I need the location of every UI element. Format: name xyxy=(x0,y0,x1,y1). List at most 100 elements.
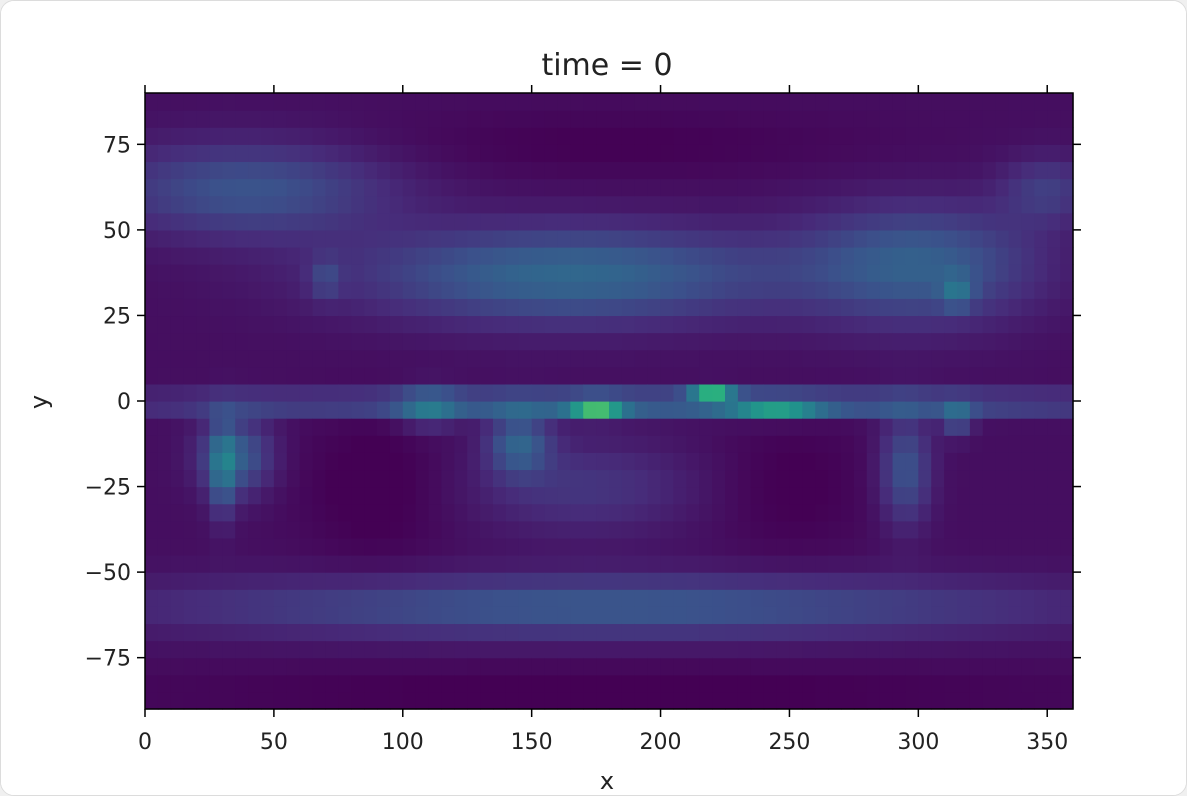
heatmap-cell xyxy=(157,520,172,539)
heatmap-cell xyxy=(1008,178,1023,197)
heatmap-cell xyxy=(750,469,765,488)
heatmap-cell xyxy=(583,144,597,163)
heatmap-cell xyxy=(557,452,571,471)
heatmap-cell xyxy=(634,486,649,505)
heatmap-cell xyxy=(944,195,958,214)
heatmap-cell xyxy=(557,127,571,145)
heatmap-cell xyxy=(518,144,533,163)
heatmap-cell xyxy=(351,623,365,642)
heatmap-cell xyxy=(428,332,443,351)
y-tick-label: 0 xyxy=(117,390,131,415)
heatmap-cell xyxy=(493,469,507,488)
heatmap-cell xyxy=(634,383,649,402)
heatmap-cell xyxy=(338,315,352,334)
heatmap-cell xyxy=(621,212,636,231)
heatmap-cell xyxy=(351,555,365,573)
heatmap-cell xyxy=(1021,469,1035,488)
heatmap-cell xyxy=(918,691,932,710)
heatmap-cell xyxy=(969,401,984,419)
heatmap-cell xyxy=(286,315,301,334)
heatmap-cell xyxy=(879,127,894,145)
heatmap-cell xyxy=(634,589,649,607)
heatmap-cell xyxy=(905,435,919,453)
heatmap-cell xyxy=(918,247,932,265)
heatmap-cell xyxy=(1021,247,1035,265)
heatmap-cell xyxy=(660,93,675,111)
heatmap-cell xyxy=(596,486,610,505)
heatmap-cell xyxy=(737,452,752,471)
heatmap-cell xyxy=(286,452,301,471)
heatmap-cell xyxy=(815,435,829,453)
heatmap-cell xyxy=(248,212,262,231)
heatmap-cell xyxy=(196,264,211,282)
heatmap-cell xyxy=(364,93,378,111)
heatmap-cell xyxy=(157,691,172,710)
heatmap-cell xyxy=(634,127,649,145)
heatmap-cell xyxy=(454,674,468,693)
heatmap-cell xyxy=(737,537,752,556)
heatmap-cell xyxy=(609,520,623,539)
heatmap-cell xyxy=(1047,127,1061,145)
heatmap-cell xyxy=(389,332,404,351)
heatmap-cell xyxy=(557,520,571,539)
heatmap-cell xyxy=(969,195,984,214)
heatmap-cell xyxy=(312,383,327,402)
heatmap-cell xyxy=(351,691,365,710)
heatmap-cell xyxy=(402,264,417,282)
heatmap-cell xyxy=(763,195,778,214)
heatmap-cell xyxy=(1008,486,1023,505)
heatmap-cell xyxy=(389,195,404,214)
heatmap-cell xyxy=(557,161,571,180)
heatmap-cell xyxy=(918,657,932,676)
heatmap-cell xyxy=(1021,93,1035,111)
heatmap-cell xyxy=(338,349,352,368)
heatmap-cell xyxy=(222,469,236,488)
heatmap-cell xyxy=(557,264,571,282)
heatmap-cell xyxy=(428,144,443,163)
heatmap-cell xyxy=(750,640,765,659)
heatmap-cell xyxy=(1008,589,1023,607)
heatmap-cell xyxy=(531,435,546,453)
heatmap-cell xyxy=(157,674,172,693)
heatmap-cell xyxy=(505,161,520,180)
heatmap-cell xyxy=(737,674,752,693)
heatmap-cell xyxy=(441,435,455,453)
heatmap-cell xyxy=(493,264,507,282)
heatmap-cell xyxy=(905,144,919,163)
heatmap-cell xyxy=(157,298,172,317)
heatmap-cell xyxy=(931,247,945,265)
heatmap-cell xyxy=(196,555,211,573)
heatmap-cell xyxy=(583,469,597,488)
heatmap-cell xyxy=(312,247,327,265)
heatmap-cell xyxy=(428,212,443,231)
heatmap-cell xyxy=(725,520,739,539)
heatmap-cell xyxy=(170,503,185,522)
heatmap-cell xyxy=(879,298,894,317)
heatmap-cell xyxy=(828,606,842,625)
heatmap-cell xyxy=(467,195,481,214)
heatmap-cell xyxy=(969,674,984,693)
heatmap-cell xyxy=(815,178,829,197)
y-axis-label: y xyxy=(25,395,53,409)
heatmap-cell xyxy=(325,127,339,145)
heatmap-cell xyxy=(170,418,185,436)
heatmap-cell xyxy=(596,520,610,539)
heatmap-cell xyxy=(699,195,713,214)
heatmap-cell xyxy=(312,281,327,299)
heatmap-cell xyxy=(170,229,185,248)
heatmap-cell xyxy=(222,93,236,111)
heatmap-cell xyxy=(480,640,494,659)
heatmap-cell xyxy=(454,520,468,539)
heatmap-cell xyxy=(544,93,559,111)
heatmap-cell xyxy=(505,452,520,471)
heatmap-cell xyxy=(957,212,971,231)
heatmap-cell xyxy=(1034,212,1048,231)
heatmap-cell xyxy=(725,264,739,282)
heatmap-cell xyxy=(351,212,365,231)
heatmap-cell xyxy=(763,623,778,642)
heatmap-cell xyxy=(183,110,198,128)
heatmap-cell xyxy=(828,247,842,265)
heatmap-cell xyxy=(866,264,881,282)
heatmap-cell xyxy=(931,555,945,573)
heatmap-cell xyxy=(763,469,778,488)
